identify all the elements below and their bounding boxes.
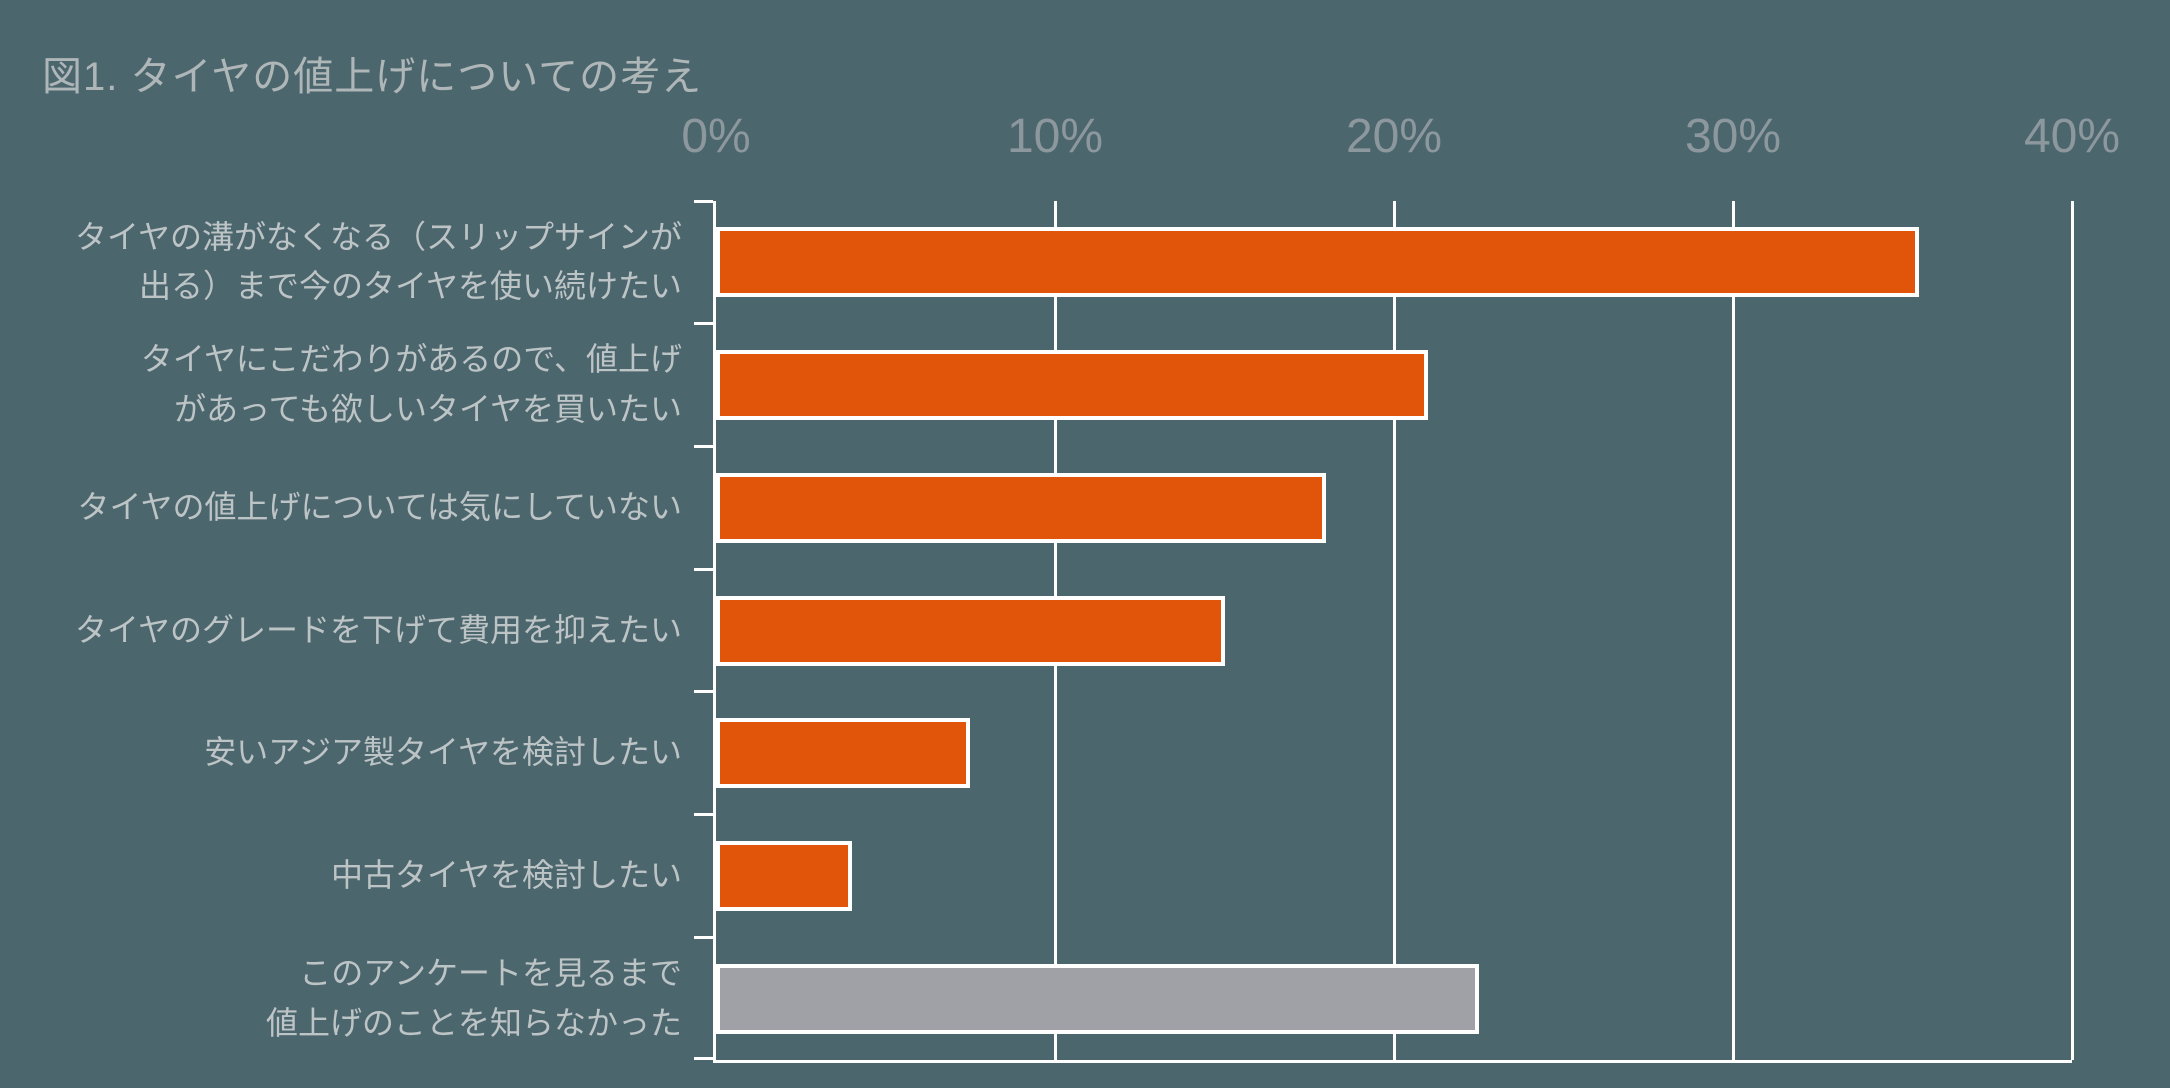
chart-title: 図1. タイヤの値上げについての考え bbox=[42, 55, 703, 99]
bar-3 bbox=[716, 595, 1225, 666]
bar-6 bbox=[716, 963, 1479, 1034]
y-axis-tickmark bbox=[694, 444, 713, 448]
x-axis-tick-label: 20% bbox=[1345, 110, 1443, 163]
y-axis-tickmark bbox=[694, 813, 713, 817]
gridline bbox=[2070, 201, 2074, 1060]
y-axis-tickmark bbox=[694, 567, 713, 571]
bar-0 bbox=[716, 227, 1920, 298]
y-axis-tickmark bbox=[694, 690, 713, 694]
y-axis-tickmark bbox=[694, 935, 713, 939]
category-label: このアンケートを見るまで 値上げのことを知らなかった bbox=[265, 955, 682, 1041]
y-axis-tickmark bbox=[694, 322, 713, 326]
x-axis-tick-label: 30% bbox=[1684, 110, 1782, 163]
category-label: 中古タイヤを検討したい bbox=[330, 857, 682, 894]
category-label: 安いアジア製タイヤを検討したい bbox=[204, 734, 682, 771]
category-axis: タイヤの溝がなくなる（スリップサインが 出る）まで今のタイヤを使い続けたいタイヤ… bbox=[0, 201, 696, 1060]
gridline bbox=[1731, 201, 1735, 1060]
category-label: タイヤの値上げについては気にしていない bbox=[77, 488, 682, 525]
x-axis-tick-label: 10% bbox=[1006, 110, 1104, 163]
category-label: タイヤにこだわりがあるので、値上げ があっても欲しいタイヤを買いたい bbox=[140, 341, 682, 428]
bar-1 bbox=[716, 350, 1428, 421]
x-axis-tick-label: 40% bbox=[2023, 110, 2121, 163]
bar-5 bbox=[716, 840, 852, 911]
y-axis-tickmark bbox=[694, 1057, 713, 1060]
plot-area: 0% 10% 20% 30% 40% bbox=[681, 110, 2120, 1063]
y-axis-tickmark bbox=[694, 199, 713, 203]
bar-2 bbox=[716, 472, 1327, 543]
gridline bbox=[1392, 201, 1396, 1060]
x-axis-tick-label: 0% bbox=[681, 110, 751, 163]
category-label: タイヤのグレードを下げて費用を抑えたい bbox=[74, 611, 682, 648]
bar-4 bbox=[716, 718, 971, 789]
category-label: タイヤの溝がなくなる（スリップサインが 出る）まで今のタイヤを使い続けたい bbox=[74, 218, 682, 305]
